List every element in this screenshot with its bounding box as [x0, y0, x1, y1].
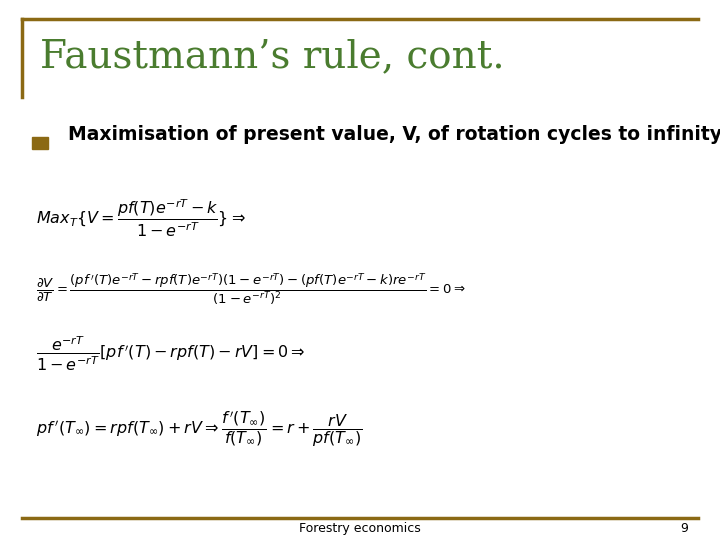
Text: Faustmann’s rule, cont.: Faustmann’s rule, cont. [40, 38, 504, 75]
Text: $\mathit{\dfrac{e^{-rT}}{1-e^{-rT}}[pf\,'(T) - rpf(T) - rV] = 0 \Rightarrow}$: $\mathit{\dfrac{e^{-rT}}{1-e^{-rT}}[pf\,… [36, 334, 305, 373]
Text: 9: 9 [680, 522, 688, 535]
Text: Forestry economics: Forestry economics [299, 522, 421, 535]
Text: $\mathit{pf\,'(T_\infty) = rpf(T_\infty) + rV \Rightarrow \dfrac{f\,'(T_\infty)}: $\mathit{pf\,'(T_\infty) = rpf(T_\infty)… [36, 409, 363, 449]
Text: Maximisation of present value, V, of rotation cycles to infinity: Maximisation of present value, V, of rot… [68, 125, 720, 145]
Text: $\mathit{\dfrac{\partial V}{\partial T} = \dfrac{(pf\,'(T)e^{-rT} - rpf(T)e^{-rT: $\mathit{\dfrac{\partial V}{\partial T} … [36, 271, 466, 307]
FancyBboxPatch shape [32, 137, 48, 149]
Text: $\mathit{Max_T\{V = \dfrac{pf(T)e^{-rT} - k}{1 - e^{-rT}}\} \Rightarrow}$: $\mathit{Max_T\{V = \dfrac{pf(T)e^{-rT} … [36, 198, 246, 239]
